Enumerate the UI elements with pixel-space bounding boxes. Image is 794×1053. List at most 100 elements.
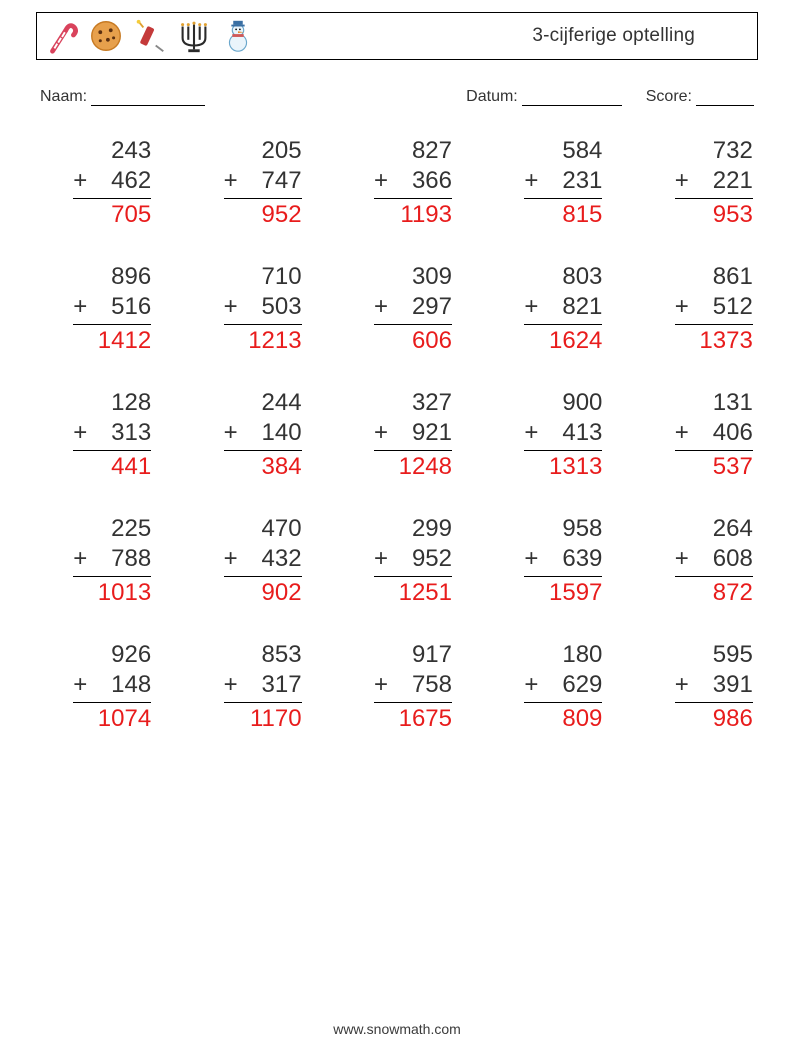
name-label: Naam: (40, 88, 87, 106)
operand-a: 926 (73, 640, 151, 670)
operand-a: 861 (675, 262, 753, 292)
header-bar: 3-cijferige optelling (36, 12, 758, 60)
answer: 1313 (524, 452, 602, 482)
operator-line: +608 (675, 544, 753, 574)
problem: 128+313441 (41, 388, 151, 482)
sum-bar (675, 702, 753, 703)
problem: 470+432902 (192, 514, 302, 608)
answer: 705 (73, 200, 151, 230)
operand-a: 853 (224, 640, 302, 670)
answer: 1193 (374, 200, 452, 230)
operator: + (675, 418, 689, 448)
operand-a: 803 (524, 262, 602, 292)
answer: 952 (224, 200, 302, 230)
operator: + (224, 166, 238, 196)
sum-bar (374, 576, 452, 577)
sum-bar (73, 198, 151, 199)
answer: 537 (675, 452, 753, 482)
problem: 264+608872 (643, 514, 753, 608)
operand-b: 512 (713, 292, 753, 322)
firecracker-icon (131, 17, 169, 55)
operand-a: 299 (374, 514, 452, 544)
operator-line: +462 (73, 166, 151, 196)
operand-b: 608 (713, 544, 753, 574)
operator-line: +297 (374, 292, 452, 322)
operator: + (73, 166, 87, 196)
operand-a: 732 (675, 136, 753, 166)
answer: 1373 (675, 326, 753, 356)
answer: 1675 (374, 704, 452, 734)
score-field: Score: (646, 88, 754, 106)
operand-b: 952 (412, 544, 452, 574)
problem: 225+7881013 (41, 514, 151, 608)
worksheet-page: 3-cijferige optelling Naam: Datum: Score… (0, 0, 794, 1053)
sum-bar (524, 702, 602, 703)
operand-a: 958 (524, 514, 602, 544)
answer: 441 (73, 452, 151, 482)
operator-line: +788 (73, 544, 151, 574)
problem: 205+747952 (192, 136, 302, 230)
operator-line: +148 (73, 670, 151, 700)
date-label: Datum: (466, 88, 518, 106)
answer: 953 (675, 200, 753, 230)
answer: 1074 (73, 704, 151, 734)
problem: 299+952 1251 (342, 514, 452, 608)
answer: 902 (224, 578, 302, 608)
operator-line: +512 (675, 292, 753, 322)
problem: 584+231815 (492, 136, 602, 230)
answer: 1597 (524, 578, 602, 608)
operator-line: +391 (675, 670, 753, 700)
answer: 1251 (374, 578, 452, 608)
operand-b: 788 (111, 544, 151, 574)
operand-b: 462 (111, 166, 151, 196)
operator: + (374, 418, 388, 448)
problems-grid: 243+462705205+747952827+3661193584+23181… (36, 136, 758, 734)
meta-right: Datum: Score: (466, 88, 754, 106)
operator-line: +747 (224, 166, 302, 196)
operator-line: +231 (524, 166, 602, 196)
snowman-icon (219, 17, 257, 55)
operand-a: 595 (675, 640, 753, 670)
operator: + (73, 292, 87, 322)
date-field: Datum: (466, 88, 622, 106)
operand-b: 747 (262, 166, 302, 196)
problem: 917+7581675 (342, 640, 452, 734)
name-blank[interactable] (91, 89, 205, 106)
operand-b: 639 (562, 544, 602, 574)
date-blank[interactable] (522, 89, 622, 106)
operator: + (374, 544, 388, 574)
operator: + (224, 292, 238, 322)
operand-b: 317 (262, 670, 302, 700)
operand-a: 896 (73, 262, 151, 292)
operand-b: 413 (562, 418, 602, 448)
answer: 1412 (73, 326, 151, 356)
sum-bar (224, 576, 302, 577)
sum-bar (224, 450, 302, 451)
footer-link[interactable]: www.snowmath.com (0, 1021, 794, 1037)
operator-line: +503 (224, 292, 302, 322)
sum-bar (524, 198, 602, 199)
operator-line: +921 (374, 418, 452, 448)
operand-a: 900 (524, 388, 602, 418)
operator: + (524, 166, 538, 196)
operand-b: 297 (412, 292, 452, 322)
operand-b: 148 (111, 670, 151, 700)
operand-a: 225 (73, 514, 151, 544)
meta-left: Naam: (40, 88, 205, 106)
operand-a: 244 (224, 388, 302, 418)
operand-a: 131 (675, 388, 753, 418)
problem: 309+297606 (342, 262, 452, 356)
sum-bar (224, 702, 302, 703)
problem: 244+140384 (192, 388, 302, 482)
answer: 986 (675, 704, 753, 734)
operator: + (374, 166, 388, 196)
score-blank[interactable] (696, 89, 754, 106)
problem: 853+3171170 (192, 640, 302, 734)
answer: 872 (675, 578, 753, 608)
answer: 815 (524, 200, 602, 230)
operand-b: 921 (412, 418, 452, 448)
worksheet-title: 3-cijferige optelling (532, 25, 747, 47)
operand-b: 406 (713, 418, 753, 448)
sum-bar (374, 702, 452, 703)
operator-line: +313 (73, 418, 151, 448)
